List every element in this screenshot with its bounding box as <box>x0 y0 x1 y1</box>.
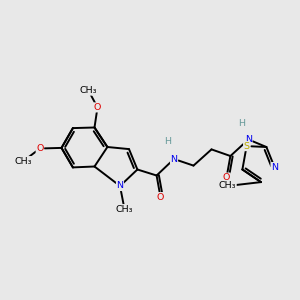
Text: CH₃: CH₃ <box>80 86 97 95</box>
Text: CH₃: CH₃ <box>15 157 32 166</box>
Text: N: N <box>116 182 124 190</box>
Text: CH₃: CH₃ <box>219 182 236 190</box>
Text: O: O <box>223 173 230 182</box>
Text: O: O <box>94 103 101 112</box>
Text: H: H <box>164 137 172 146</box>
Text: N: N <box>245 135 252 144</box>
Text: O: O <box>157 193 164 202</box>
Text: N: N <box>170 154 178 164</box>
Text: O: O <box>36 144 43 153</box>
Text: N: N <box>271 163 278 172</box>
Text: S: S <box>244 142 250 151</box>
Text: H: H <box>238 119 245 128</box>
Text: CH₃: CH₃ <box>116 205 133 214</box>
